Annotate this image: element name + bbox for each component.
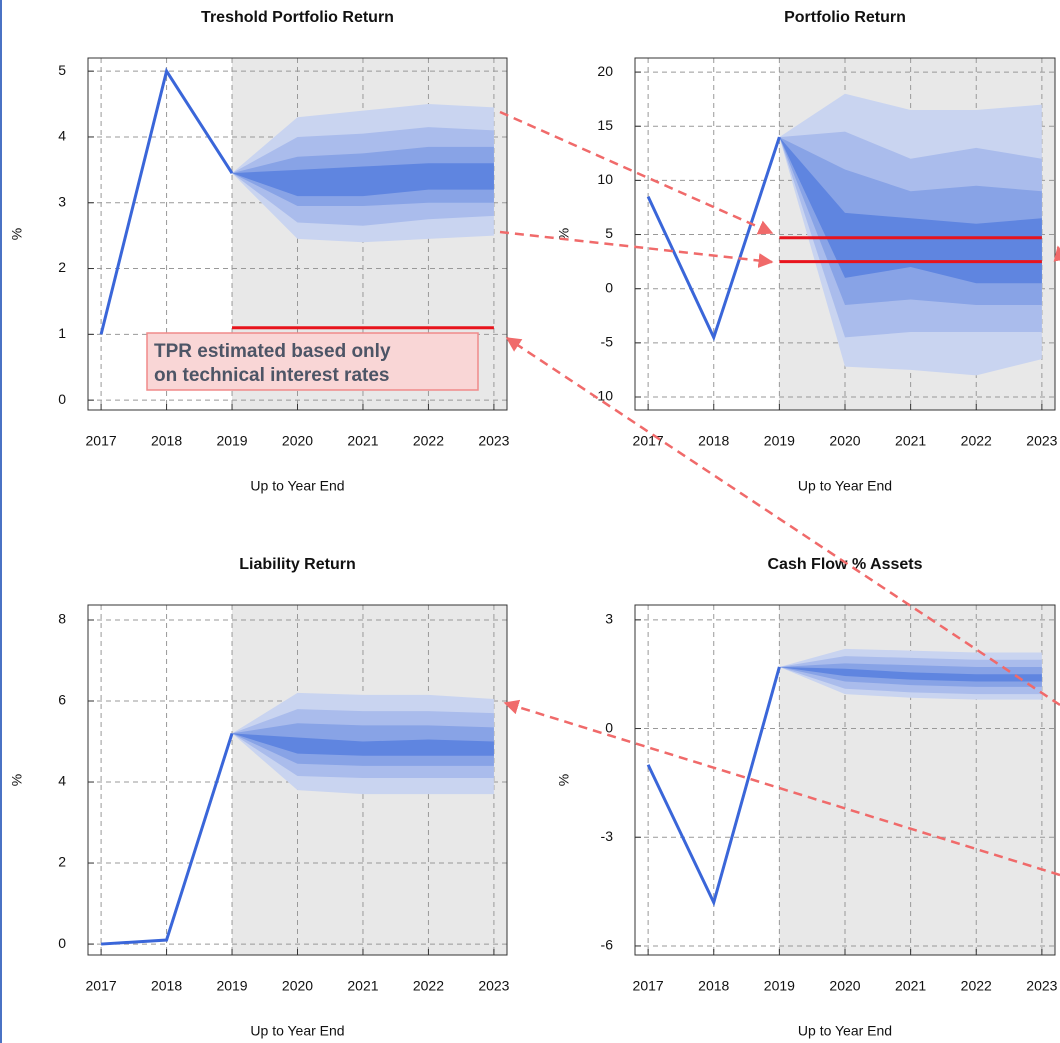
x-tick-label: 2022 [413, 433, 444, 449]
x-tick-label: 2021 [895, 433, 926, 449]
y-tick-label: 0 [605, 719, 613, 735]
fan-band [232, 163, 494, 197]
x-tick-label: 2019 [216, 433, 247, 449]
y-tick-label: -5 [601, 334, 614, 350]
x-tick-label: 2017 [633, 978, 664, 994]
x-tick-label: 2017 [86, 433, 117, 449]
plot-border [634, 604, 1056, 956]
x-axis-label: Up to Year End [250, 1023, 344, 1039]
y-axis-label: % [9, 228, 25, 240]
y-tick-label: 2 [58, 259, 66, 275]
x-tick-label: 2021 [895, 978, 926, 994]
y-tick-label: 8 [58, 611, 66, 627]
y-tick-label: -3 [601, 828, 614, 844]
x-axis-label: Up to Year End [798, 478, 892, 494]
line [99, 67, 234, 335]
line [646, 136, 781, 342]
x-tick-label: 2020 [282, 433, 313, 449]
chart-title: Liability Return [239, 556, 355, 573]
y-tick-label: 10 [597, 171, 613, 187]
x-tick-label: 2019 [216, 978, 247, 994]
x-tick-label: 2022 [961, 978, 992, 994]
x-tick-label: 2018 [151, 433, 182, 449]
x-axis-label: Up to Year End [250, 478, 344, 494]
x-tick-label: 2018 [698, 978, 729, 994]
arrow [499, 110, 774, 235]
x-tick-label: 2023 [478, 433, 509, 449]
y-tick-label: 3 [58, 193, 66, 209]
y-axis-label: % [556, 228, 572, 240]
arrows [499, 110, 1060, 877]
x-tick-label: 2021 [347, 433, 378, 449]
line [101, 732, 234, 946]
x-tick-label: 2023 [1026, 433, 1057, 449]
x-tick-label: 2017 [633, 433, 664, 449]
y-axis-label: % [9, 774, 25, 786]
y-tick-label: 0 [605, 279, 613, 295]
x-tick-label: 2022 [961, 433, 992, 449]
chart-title: Treshold Portfolio Return [201, 9, 394, 26]
y-tick-label: 5 [605, 225, 613, 241]
y-tick-label: 5 [58, 62, 66, 78]
plot-border [634, 57, 1056, 411]
annotation-box [146, 332, 479, 391]
fan-band [232, 733, 494, 756]
annotation-text: on technical interest rates [154, 365, 389, 386]
plot-border [87, 604, 508, 956]
x-tick-label: 2022 [413, 978, 444, 994]
y-tick-label: 3 [605, 611, 613, 627]
y-tick-label: 4 [58, 773, 66, 789]
x-tick-label: 2020 [829, 433, 860, 449]
x-tick-label: 2018 [151, 978, 182, 994]
chart-title: Portfolio Return [784, 9, 906, 26]
arrow [503, 699, 1060, 877]
x-axis-label: Up to Year End [798, 1023, 892, 1039]
x-tick-label: 2020 [829, 978, 860, 994]
y-tick-label: 4 [58, 128, 66, 144]
x-tick-label: 2023 [1026, 978, 1057, 994]
y-tick-label: 15 [597, 117, 613, 133]
y-tick-label: 6 [58, 692, 66, 708]
y-axis-label: % [556, 774, 572, 786]
x-tick-label: 2019 [764, 433, 795, 449]
x-tick-label: 2017 [86, 978, 117, 994]
y-tick-label: 2 [58, 854, 66, 870]
arrow [505, 336, 1060, 707]
y-tick-label: -10 [593, 388, 613, 404]
x-tick-label: 2021 [347, 978, 378, 994]
annotation-text: TPR estimated based only [154, 341, 391, 362]
x-tick-label: 2020 [282, 978, 313, 994]
arrow [499, 230, 774, 268]
y-tick-label: 20 [597, 63, 613, 79]
arrow [1053, 245, 1060, 262]
y-tick-label: 0 [58, 935, 66, 951]
x-tick-label: 2019 [764, 978, 795, 994]
fan-band [779, 666, 1042, 682]
y-tick-label: 0 [58, 391, 66, 407]
overlay: TPR estimated based only on technical in… [146, 110, 1060, 877]
line [646, 666, 781, 907]
chart-title: Cash Flow % Assets [767, 556, 922, 573]
y-tick-label: -6 [601, 937, 614, 953]
x-tick-label: 2023 [478, 978, 509, 994]
y-tick-label: 1 [58, 325, 66, 341]
x-tick-label: 2018 [698, 433, 729, 449]
fan-band [779, 137, 1042, 284]
